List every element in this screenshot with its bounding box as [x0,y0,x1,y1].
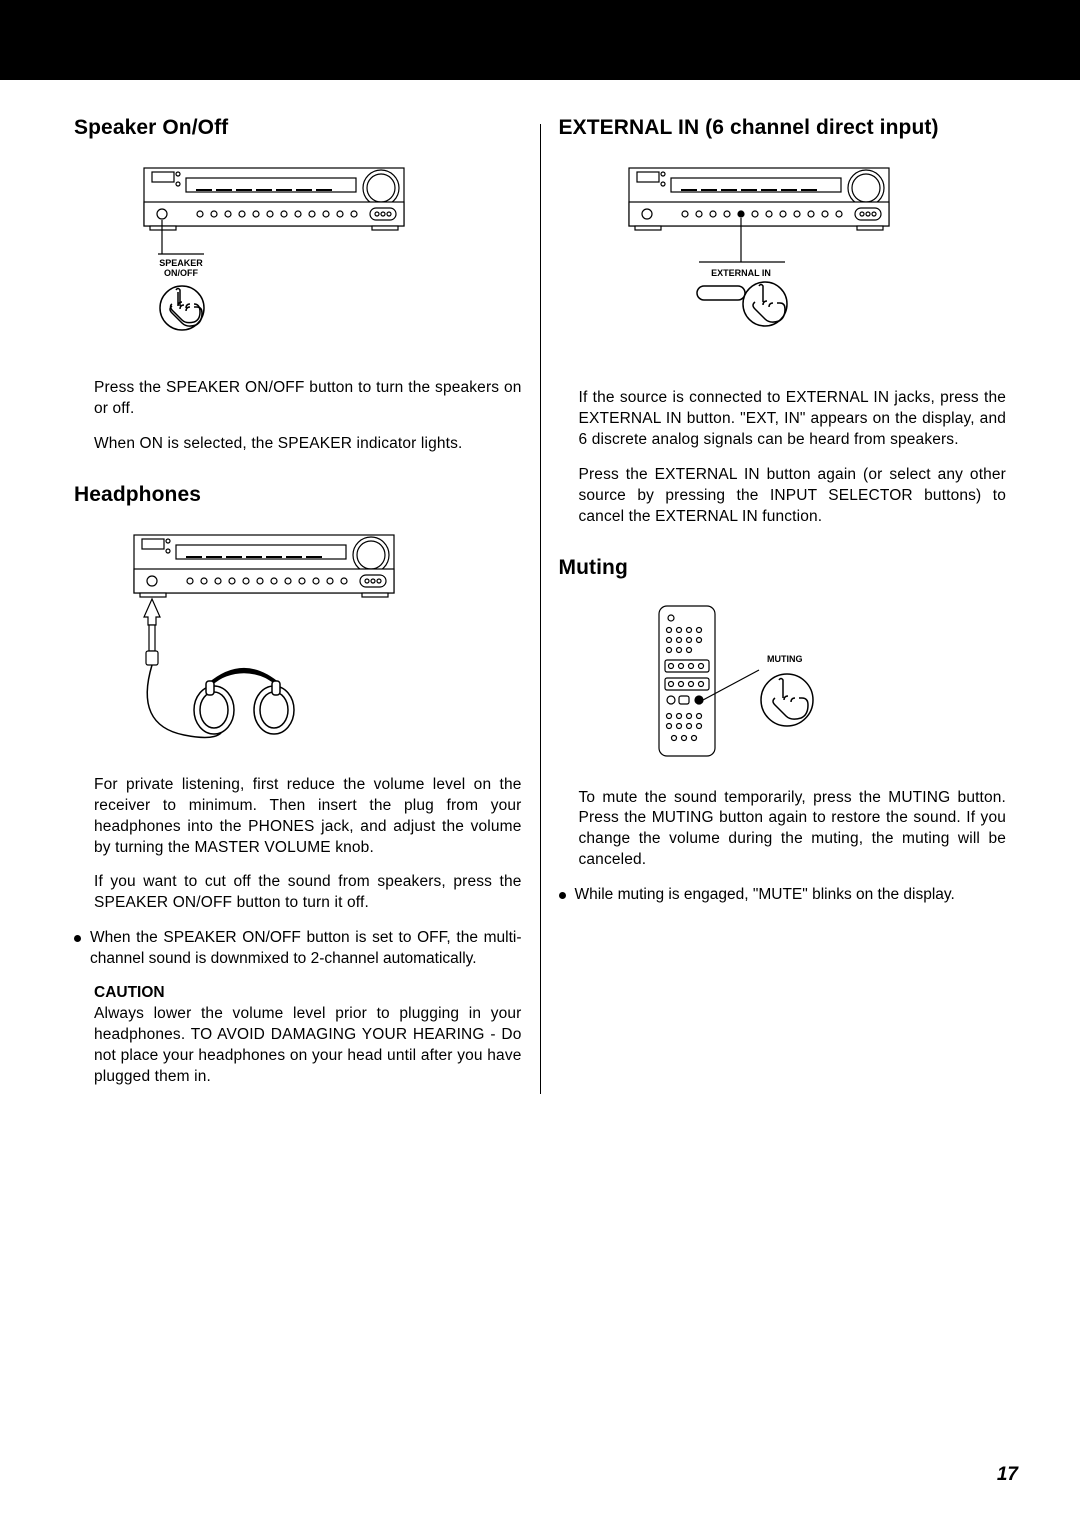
p-external-1: If the source is connected to EXTERNAL I… [559,388,1007,451]
label-speaker: SPEAKER [159,258,203,268]
bullet-muting-1: While muting is engaged, "MUTE" blinks o… [559,885,1007,906]
page-content: Speaker On/Off [0,80,1080,1102]
figure-speaker-onoff: SPEAKER ON/OFF [74,158,522,358]
p-muting-1: To mute the sound temporarily, press the… [559,788,1007,872]
bullet-dot-icon [559,892,566,899]
heading-external-in: EXTERNAL IN (6 channel direct input) [559,116,1007,140]
p-speaker-1: Press the SPEAKER ON/OFF button to turn … [74,378,522,420]
label-onoff: ON/OFF [164,268,198,278]
caution-text: Always lower the volume level prior to p… [74,1004,522,1088]
bullet-text: When the SPEAKER ON/OFF button is set to… [90,928,522,970]
caution-label: CAUTION [74,984,522,1002]
page-number: 17 [997,1464,1018,1486]
heading-muting: Muting [559,556,1007,580]
p-external-2: Press the EXTERNAL IN button again (or s… [559,465,1007,528]
bullet-dot-icon [74,935,81,942]
right-column: EXTERNAL IN (6 channel direct input) [541,116,1025,1102]
label-external-in: EXTERNAL IN [711,268,771,278]
heading-headphones: Headphones [74,483,522,507]
figure-headphones [74,525,522,755]
p-speaker-2: When ON is selected, the SPEAKER indicat… [74,434,522,455]
figure-muting: MUTING [559,598,1007,768]
p-headphones-1: For private listening, first reduce the … [74,775,522,859]
left-column: Speaker On/Off [56,116,540,1102]
bullet-text: While muting is engaged, "MUTE" blinks o… [575,885,1007,906]
figure-external-in: EXTERNAL IN [559,158,1007,368]
label-muting: MUTING [767,654,803,664]
p-headphones-2: If you want to cut off the sound from sp… [74,872,522,914]
heading-speaker-onoff: Speaker On/Off [74,116,522,140]
header-bar [0,0,1080,80]
bullet-headphones-1: When the SPEAKER ON/OFF button is set to… [74,928,522,970]
